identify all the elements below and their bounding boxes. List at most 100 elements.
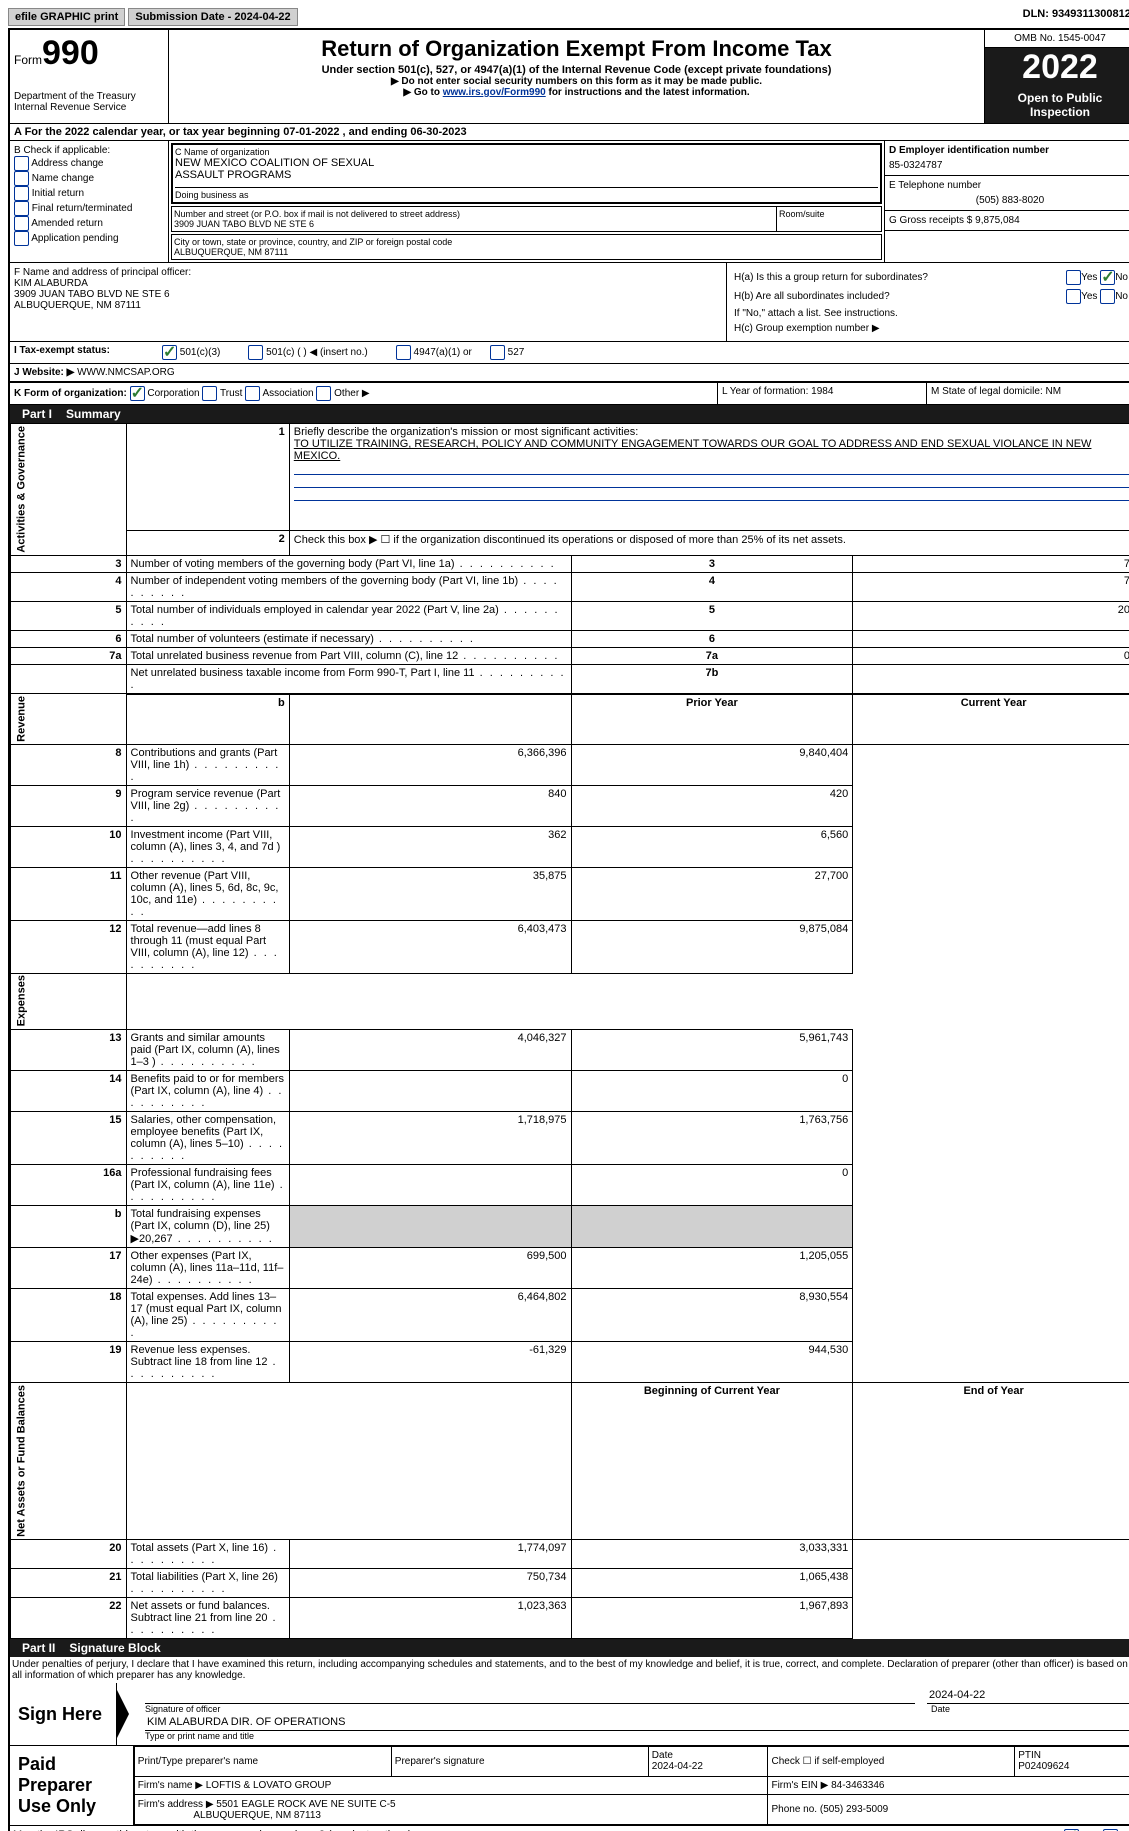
gov-row: 7aTotal unrelated business revenue from … [11, 647, 1129, 664]
end-year-header: End of Year [853, 1383, 1129, 1540]
rev-row: 10Investment income (Part VIII, column (… [11, 826, 1129, 867]
dba-label: Doing business as [175, 187, 878, 200]
na-row: 21Total liabilities (Part X, line 26)750… [11, 1569, 1129, 1598]
header-left: Form990 Department of the Treasury Inter… [10, 30, 169, 123]
box-c-city: City or town, state or province, country… [171, 234, 882, 260]
block-bcd: B Check if applicable: Address change Na… [10, 141, 1129, 263]
sidetab-exp: Expenses [11, 973, 127, 1029]
officer-name: KIM ALABURDA [14, 278, 722, 289]
form-header: Form990 Department of the Treasury Inter… [10, 30, 1129, 124]
sidetab-rev: Revenue [11, 694, 127, 745]
org-name-2: ASSAULT PROGRAMS [175, 169, 878, 181]
box-b-item: Initial return [14, 186, 164, 201]
assoc-chk[interactable] [245, 386, 260, 401]
gov-row: 4Number of independent voting members of… [11, 572, 1129, 601]
q1-text: TO UTILIZE TRAINING, RESEARCH, POLICY AN… [294, 438, 1092, 462]
gov-row: 3Number of voting members of the governi… [11, 555, 1129, 572]
box-d: D Employer identification number 85-0324… [884, 141, 1129, 262]
room-label: Room/suite [777, 207, 881, 231]
q1-label: Briefly describe the organization's miss… [294, 426, 638, 438]
exp-row: 18Total expenses. Add lines 13–17 (must … [11, 1289, 1129, 1342]
sig-officer-line [145, 1687, 915, 1704]
ha-yes-chk[interactable] [1066, 270, 1081, 285]
form-prefix: Form [14, 53, 42, 67]
ha-no-chk[interactable] [1100, 270, 1115, 285]
row-j: J Website: ▶ WWW.NMCSAP.ORG [10, 364, 1129, 382]
omb-label: OMB No. 1545-0047 [985, 30, 1129, 48]
hb-label: H(b) Are all subordinates included? [733, 288, 1030, 305]
name-label: C Name of organization [175, 147, 878, 157]
box-b-item: Amended return [14, 216, 164, 231]
part2-no: Part II [14, 1641, 63, 1655]
sidetab-gov: Activities & Governance [11, 424, 127, 556]
row-a-tax-year: A For the 2022 calendar year, or tax yea… [10, 124, 1129, 141]
form-title: Return of Organization Exempt From Incom… [173, 36, 980, 62]
rev-row: 11Other revenue (Part VIII, column (A), … [11, 867, 1129, 920]
submission-date-button[interactable]: Submission Date - 2024-04-22 [128, 8, 297, 26]
527-chk[interactable] [490, 345, 505, 360]
row-i: I Tax-exempt status: 501(c)(3) 501(c) ( … [10, 342, 1129, 364]
box-c-name: C Name of organization NEW MEXICO COALIT… [171, 143, 882, 204]
na-row: 20Total assets (Part X, line 16)1,774,09… [11, 1540, 1129, 1569]
exp-row: 17Other expenses (Part IX, column (A), l… [11, 1248, 1129, 1289]
state-domicile: M State of legal domicile: NM [926, 383, 1129, 404]
trust-chk[interactable] [202, 386, 217, 401]
q2-text: Check this box ▶ ☐ if the organization d… [289, 531, 1129, 555]
header-center: Return of Organization Exempt From Incom… [169, 30, 984, 123]
box-f: F Name and address of principal officer:… [10, 263, 727, 341]
box-h: H(a) Is this a group return for subordin… [727, 263, 1129, 341]
year-formation: L Year of formation: 1984 [717, 383, 926, 404]
exp-row: 16aProfessional fundraising fees (Part I… [11, 1165, 1129, 1206]
year-box: 2022 [985, 48, 1129, 87]
form-subtitle: Under section 501(c), 527, or 4947(a)(1)… [173, 64, 980, 76]
other-chk[interactable] [316, 386, 331, 401]
box-c-street: Number and street (or P.O. box if mail i… [171, 206, 882, 232]
ein-value: 85-0324787 [889, 160, 1129, 171]
mission-line-2 [294, 475, 1129, 488]
501c-chk[interactable] [248, 345, 263, 360]
prep-sig-label: Preparer's signature [391, 1747, 648, 1777]
prep-name-label: Print/Type preparer's name [134, 1747, 391, 1777]
corp-chk[interactable] [130, 386, 145, 401]
rev-row: 9Program service revenue (Part VIII, lin… [11, 785, 1129, 826]
street-label: Number and street (or P.O. box if mail i… [174, 209, 774, 219]
sign-here-label: Sign Here [10, 1683, 117, 1745]
box-b-item: Application pending [14, 231, 164, 246]
penalty-text: Under penalties of perjury, I declare th… [10, 1657, 1129, 1683]
501c3-chk[interactable] [162, 345, 177, 360]
efile-button[interactable]: efile GRAPHIC print [8, 8, 125, 26]
hb-yes-chk[interactable] [1066, 289, 1081, 304]
box-b-item: Name change [14, 171, 164, 186]
current-year-header: Current Year [853, 694, 1129, 745]
na-row: 22Net assets or fund balances. Subtract … [11, 1598, 1129, 1639]
form-number: 990 [42, 34, 99, 72]
sig-date-value: 2024-04-22 [927, 1687, 1129, 1704]
row-k: K Form of organization: Corporation Trus… [10, 382, 1129, 405]
prep-check: Check ☐ if self-employed [768, 1747, 1015, 1777]
website-value: WWW.NMCSAP.ORG [77, 367, 175, 378]
gross-receipts: G Gross receipts $ 9,875,084 [885, 211, 1129, 231]
form-container: Form990 Department of the Treasury Inter… [8, 28, 1129, 1831]
org-name-1: NEW MEXICO COALITION OF SEXUAL [175, 157, 878, 169]
hb-note: If "No," attach a list. See instructions… [733, 307, 1129, 320]
irs-link[interactable]: www.irs.gov/Form990 [443, 87, 546, 98]
part2-name: Signature Block [69, 1641, 160, 1655]
rev-row: 12Total revenue—add lines 8 through 11 (… [11, 920, 1129, 973]
gov-row: 6Total number of volunteers (estimate if… [11, 630, 1129, 647]
exp-row: 14Benefits paid to or for members (Part … [11, 1071, 1129, 1112]
header-line3: ▶ Go to www.irs.gov/Form990 for instruct… [173, 87, 980, 98]
4947-chk[interactable] [396, 345, 411, 360]
gov-row: 5Total number of individuals employed in… [11, 601, 1129, 630]
street-value: 3909 JUAN TABO BLVD NE STE 6 [174, 219, 774, 229]
exp-row: 13Grants and similar amounts paid (Part … [11, 1030, 1129, 1071]
city-label: City or town, state or province, country… [174, 237, 879, 247]
box-b: B Check if applicable: Address change Na… [10, 141, 169, 262]
header-line2: ▶ Do not enter social security numbers o… [173, 76, 980, 87]
exp-row: 15Salaries, other compensation, employee… [11, 1112, 1129, 1165]
gov-row: Net unrelated business taxable income fr… [11, 664, 1129, 694]
discuss-row: May the IRS discuss this return with the… [10, 1826, 1129, 1831]
hb-no-chk[interactable] [1100, 289, 1115, 304]
officer-label: F Name and address of principal officer: [14, 267, 722, 278]
hc-label: H(c) Group exemption number ▶ [733, 322, 1129, 335]
exp-row: 19Revenue less expenses. Subtract line 1… [11, 1342, 1129, 1383]
